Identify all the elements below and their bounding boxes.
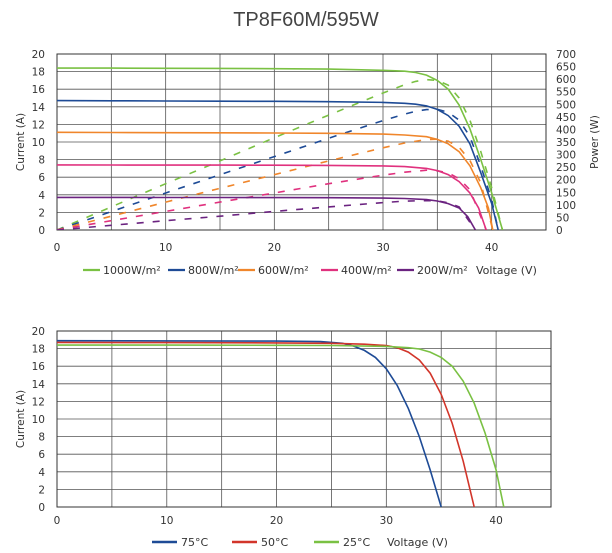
chart2-ytick: 10 (32, 414, 45, 426)
chart2-ytick: 20 (32, 326, 45, 338)
chart2-ytick: 18 (32, 344, 45, 356)
chart1-legend-label-0: 1000W/m² (103, 264, 161, 277)
chart1-xtick: 20 (268, 242, 281, 254)
chart1-iv-line-1 (57, 99, 499, 230)
chart2-ytick: 0 (38, 502, 45, 514)
chart2-xtick: 40 (489, 515, 502, 527)
chart2-ylabel: Current (A) (15, 390, 27, 448)
chart1-y2tick: 300 (556, 150, 576, 162)
chart1-ytick: 16 (32, 84, 46, 96)
chart1-y2tick: 400 (556, 124, 576, 136)
chart2-xtick: 0 (54, 515, 61, 527)
chart2-xlabel: Voltage (V) (387, 536, 448, 549)
chart1-y2tick: 200 (556, 175, 576, 187)
chart1-y2tick: 550 (556, 87, 576, 99)
chart2-xtick: 10 (160, 515, 173, 527)
chart1-pv-line-1 (57, 108, 499, 230)
chart1-y2tick: 700 (556, 49, 576, 61)
chart2-iv-line-2 (57, 344, 505, 507)
chart1-xtick: 30 (376, 242, 389, 254)
chart2-ytick: 4 (38, 467, 45, 479)
chart1-y2label: Power (W) (589, 115, 601, 169)
chart2-ytick: 6 (38, 449, 45, 461)
chart2-xtick: 30 (380, 515, 393, 527)
chart1-ytick: 10 (32, 137, 45, 149)
chart1-pv-line-0 (57, 78, 504, 230)
chart1-ytick: 8 (38, 155, 45, 167)
chart2-legend-label-0: 75°C (181, 536, 208, 549)
chart1-y2tick: 0 (556, 225, 563, 237)
chart1-y2tick: 100 (556, 200, 576, 212)
chart2-ytick: 2 (38, 484, 45, 496)
chart1-iv-line-2 (57, 131, 494, 230)
chart1-pv-line-3 (57, 169, 487, 230)
chart1-y2tick: 350 (556, 137, 576, 149)
chart1-xtick: 40 (485, 242, 498, 254)
chart1-xtick: 10 (159, 242, 172, 254)
chart1-y2tick: 600 (556, 74, 576, 86)
chart1-y2tick: 50 (556, 212, 569, 224)
chart1-xtick: 0 (54, 242, 61, 254)
chart1-ytick: 14 (32, 102, 46, 114)
chart2-iv-line-1 (57, 341, 475, 507)
chart2-legend-label-1: 50°C (261, 536, 288, 549)
chart1-iv-line-4 (57, 196, 477, 230)
chart1-ytick: 12 (32, 119, 45, 131)
chart1-ylabel: Current (A) (15, 113, 27, 171)
chart1-y2tick: 500 (556, 99, 576, 111)
chart1-legend-label-1: 800W/m² (188, 264, 239, 277)
chart1-pv-line-4 (57, 199, 477, 230)
chart1-y2tick: 250 (556, 162, 576, 174)
chart1-ytick: 20 (32, 49, 45, 61)
chart1-y2tick: 650 (556, 62, 576, 74)
chart1-ytick: 0 (38, 225, 45, 237)
chart1-ytick: 2 (38, 207, 45, 219)
chart1-y2tick: 450 (556, 112, 576, 124)
chart1-xlabel: Voltage (V) (476, 264, 537, 277)
chart1-legend-label-4: 200W/m² (417, 264, 468, 277)
chart2-iv-line-0 (57, 339, 442, 507)
chart1-y2tick: 150 (556, 187, 576, 199)
chart-title: TP8F60M/595W (233, 9, 379, 31)
chart1-iv-line-0 (57, 67, 504, 230)
chart2-legend-label-2: 25°C (343, 536, 370, 549)
chart2-frame (56, 330, 552, 508)
chart2-xtick: 20 (270, 515, 283, 527)
chart2-ytick: 12 (32, 396, 45, 408)
chart2-ytick: 8 (38, 432, 45, 444)
chart2-ytick: 14 (32, 379, 46, 391)
chart1-pv-line-2 (57, 138, 494, 230)
chart1-ytick: 18 (32, 67, 45, 79)
chart2-ytick: 16 (32, 361, 46, 373)
chart1-ytick: 6 (38, 172, 45, 184)
chart1-iv-line-3 (57, 164, 487, 230)
chart1-legend-label-3: 400W/m² (341, 264, 392, 277)
chart1-frame (56, 53, 547, 231)
chart1-legend-label-2: 600W/m² (258, 264, 309, 277)
chart1-ytick: 4 (38, 190, 45, 202)
